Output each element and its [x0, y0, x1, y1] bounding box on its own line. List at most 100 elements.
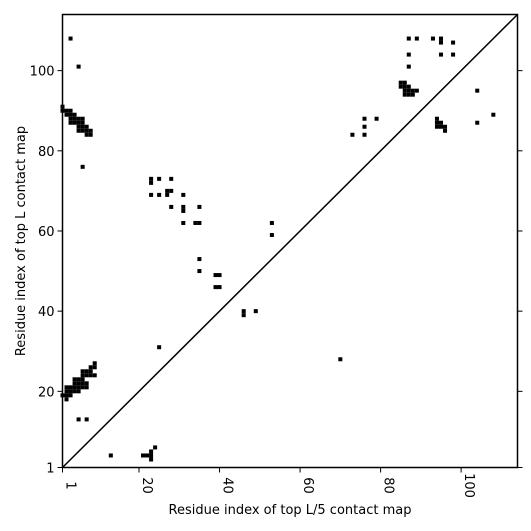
upper-contact-point-25: [84, 132, 89, 137]
upper-contact-point-4: [64, 108, 69, 113]
upper-contact-point-11: [72, 116, 77, 121]
upper-contact-point-34: [149, 192, 154, 197]
lower-contact-point-1: [68, 385, 73, 390]
upper-contact-point-41: [181, 220, 186, 225]
lower-contact-point-35: [145, 453, 150, 458]
upper-contact-point-17: [80, 120, 85, 125]
upper-contact-point-69: [451, 52, 456, 57]
upper-contact-point-61: [406, 36, 411, 41]
upper-contact-point-24: [88, 128, 93, 133]
upper-contact-point-18: [76, 124, 81, 129]
upper-points: [60, 36, 496, 350]
upper-contact-point-62: [414, 36, 419, 41]
lower-contact-point-29: [92, 361, 97, 366]
upper-contact-point-6: [60, 104, 65, 109]
upper-contact-point-65: [438, 40, 444, 45]
upper-contact-point-20: [84, 124, 89, 129]
upper-contact-point-36: [181, 192, 186, 197]
upper-contact-point-7: [64, 112, 69, 117]
upper-contact-point-30: [149, 180, 154, 185]
x-tick-label-60: 60: [300, 477, 315, 494]
upper-contact-point-0: [68, 36, 73, 41]
lower-contact-point-12: [80, 377, 85, 382]
y-tick-label-40: 40: [38, 305, 55, 320]
upper-contact-point-90: [475, 88, 480, 93]
upper-contact-point-50: [213, 285, 218, 290]
upper-contact-point-38: [181, 204, 186, 209]
upper-contact-point-14: [68, 120, 73, 125]
upper-contact-point-59: [362, 116, 367, 121]
upper-contact-point-15: [72, 120, 77, 125]
upper-contact-point-83: [434, 116, 439, 121]
upper-contact-point-51: [217, 285, 222, 290]
y-ticks: 1 20 40 60 80 100: [30, 65, 523, 477]
upper-contact-point-40: [181, 208, 186, 213]
upper-contact-point-37: [169, 204, 174, 209]
upper-contact-point-67: [406, 52, 411, 57]
upper-contact-point-58: [362, 124, 367, 129]
plot-frame: [61, 13, 519, 469]
upper-contact-point-22: [80, 128, 85, 133]
upper-contact-point-42: [193, 220, 198, 225]
lower-contact-point-3: [68, 389, 73, 394]
lower-contact-point-21: [80, 369, 85, 374]
upper-contact-point-10: [68, 116, 73, 121]
lower-contact-point-14: [76, 381, 81, 386]
upper-contact-point-63: [430, 36, 435, 41]
y-tick-label-1: 1: [46, 462, 54, 477]
lower-contact-point-28: [92, 365, 97, 370]
lower-contact-point-20: [72, 385, 77, 390]
y-tick-label-60: 60: [38, 225, 55, 240]
upper-contact-point-1: [76, 64, 81, 69]
upper-contact-point-91: [491, 112, 496, 117]
upper-contact-point-89: [443, 128, 448, 133]
x-ticks: 1 20 40 60 80 100: [62, 467, 476, 498]
x-axis-label: Residue index of top L/5 contact map: [169, 503, 412, 518]
lower-contact-point-39: [149, 457, 154, 462]
x-tick-label-100: 100: [461, 473, 476, 498]
upper-contact-point-57: [362, 132, 367, 137]
upper-contact-point-92: [475, 120, 480, 125]
y-tick-label-80: 80: [38, 145, 55, 160]
lower-contact-point-8: [68, 393, 73, 398]
lower-contact-point-19: [84, 385, 89, 390]
diagonal-line: [61, 13, 519, 469]
lower-contact-point-11: [76, 377, 81, 382]
upper-contact-point-84: [434, 120, 439, 125]
lower-contact-point-0: [64, 385, 69, 390]
upper-contact-point-48: [213, 273, 218, 278]
upper-contact-point-72: [402, 80, 407, 85]
y-tick-label-20: 20: [38, 385, 55, 400]
upper-contact-point-66: [451, 40, 456, 45]
upper-contact-point-13: [80, 116, 85, 121]
upper-contact-point-33: [165, 192, 170, 197]
upper-contact-point-74: [402, 84, 407, 89]
lower-contact-point-6: [60, 393, 65, 398]
lower-contact-point-2: [64, 389, 69, 394]
upper-contact-point-53: [253, 309, 258, 314]
upper-contact-point-19: [80, 124, 85, 129]
upper-contact-point-28: [157, 176, 162, 181]
upper-contact-point-54: [241, 313, 246, 318]
upper-contact-point-31: [165, 188, 170, 193]
lower-contact-point-17: [76, 385, 81, 390]
lower-contact-point-38: [153, 445, 158, 450]
upper-contact-point-27: [149, 176, 154, 181]
upper-contact-point-56: [350, 132, 355, 137]
upper-contact-point-44: [269, 220, 274, 225]
upper-contact-point-81: [406, 92, 411, 97]
x-tick-label-80: 80: [381, 477, 396, 494]
lower-contact-point-9: [64, 397, 69, 402]
lower-contact-point-26: [92, 373, 97, 378]
upper-contact-point-5: [68, 108, 73, 113]
lower-contact-point-5: [76, 389, 81, 394]
lower-contact-point-15: [80, 381, 85, 386]
upper-contact-point-8: [68, 112, 73, 117]
lower-contact-point-40: [338, 357, 343, 362]
upper-contact-point-76: [402, 88, 407, 93]
lower-contact-point-22: [84, 369, 89, 374]
lower-contact-point-7: [64, 393, 69, 398]
upper-contact-point-55: [157, 345, 162, 350]
